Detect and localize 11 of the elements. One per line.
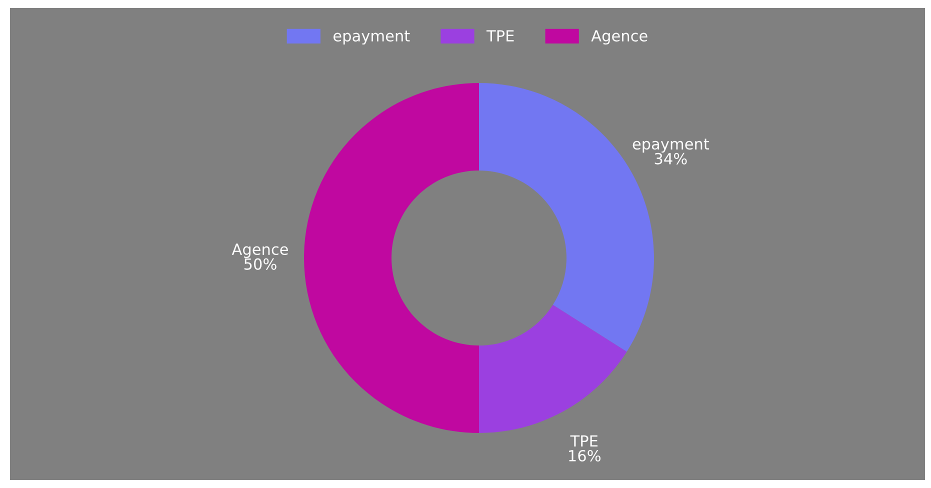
slice-label: Agence (232, 244, 288, 258)
legend-label: TPE (486, 30, 514, 42)
data-label: 16% (569, 450, 601, 462)
legend-label: Agence (591, 30, 648, 45)
slice-label: epayment (632, 138, 710, 153)
slice-label: TPE (570, 435, 598, 447)
donut-slice (304, 83, 479, 433)
data-label: 50% (244, 258, 276, 270)
data-label: 34% (654, 152, 687, 164)
legend-label: epayment (334, 30, 410, 45)
donut-slice (479, 304, 627, 433)
